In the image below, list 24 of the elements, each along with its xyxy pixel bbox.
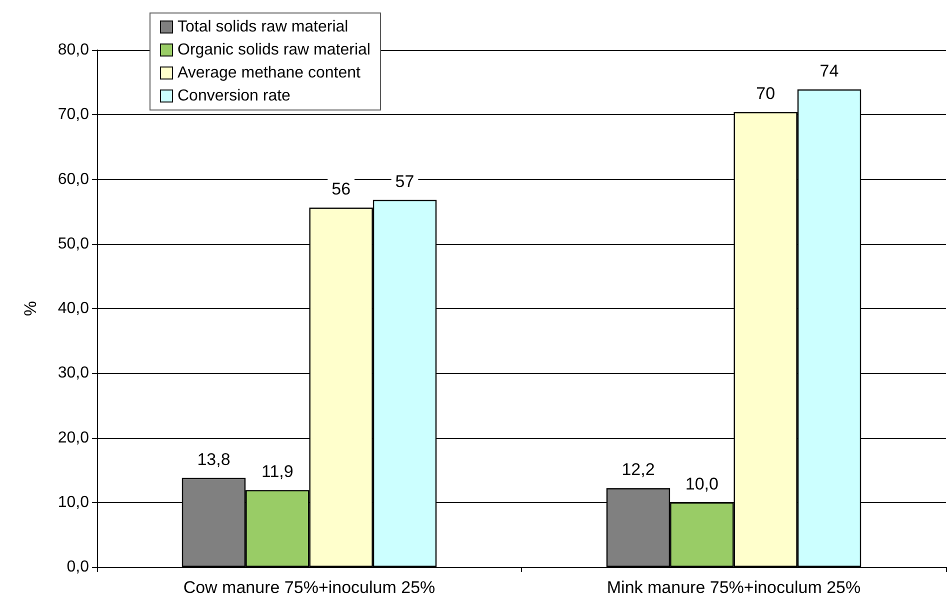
x-tick-label: Mink manure 75%+inoculum 25% bbox=[606, 578, 861, 597]
y-tick-label: 60,0 bbox=[58, 170, 90, 188]
y-axis-title: % bbox=[21, 300, 40, 316]
y-tick-label: 0,0 bbox=[66, 558, 90, 576]
y-tick-label: 40,0 bbox=[58, 300, 90, 317]
data-label: 70 bbox=[756, 84, 776, 104]
data-label: 57 bbox=[395, 172, 414, 191]
x-tick-label: Cow manure 75%+inoculum 25% bbox=[183, 578, 436, 597]
data-label: 12,2 bbox=[622, 460, 655, 480]
y-tick-label: 70,0 bbox=[58, 106, 90, 124]
y-tick-label: 10,0 bbox=[58, 494, 90, 511]
data-label: 11,9 bbox=[262, 462, 294, 482]
data-label: 10,0 bbox=[685, 474, 718, 494]
legend-label: Conversion rate bbox=[178, 88, 291, 104]
y-tick-label: 20,0 bbox=[58, 429, 90, 446]
data-label: 74 bbox=[820, 61, 839, 80]
y-tick-label: 50,0 bbox=[58, 235, 90, 252]
y-tick-label: 30,0 bbox=[58, 364, 90, 382]
legend-label: Average methane content bbox=[178, 64, 361, 82]
data-label: 13,8 bbox=[197, 450, 230, 469]
y-tick-label: 80,0 bbox=[58, 42, 90, 58]
legend-label: Organic solids raw material bbox=[178, 42, 370, 58]
data-label: 56 bbox=[332, 180, 351, 199]
legend-label: Total solids raw material bbox=[178, 18, 348, 36]
